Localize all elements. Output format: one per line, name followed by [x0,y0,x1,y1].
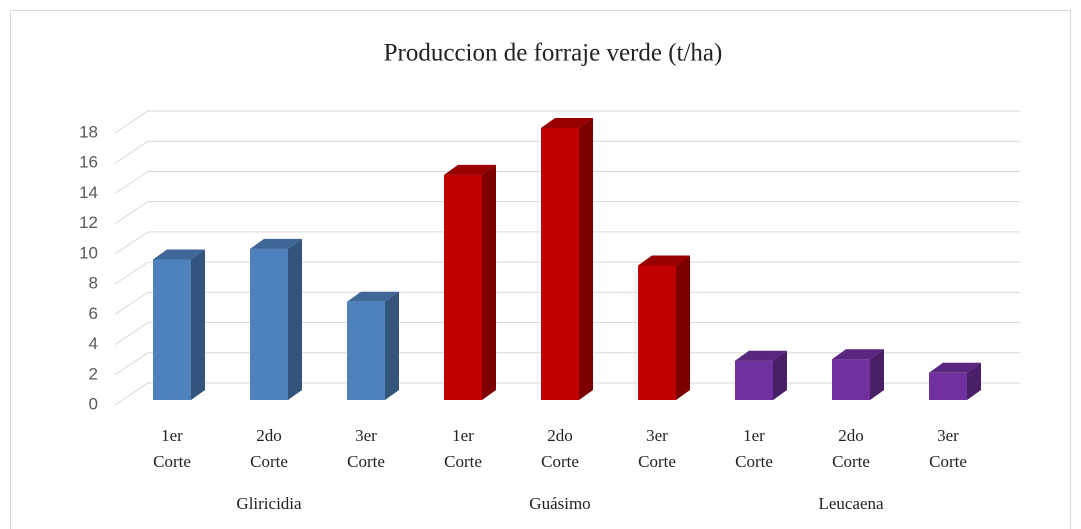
bar-top [929,362,981,373]
grid-line [114,110,1020,134]
x-tick-label: 2do Corte [250,426,288,471]
bar-top [347,291,399,302]
bar-side-shade [385,291,399,400]
grid-line [114,261,1020,285]
bar-side [967,362,981,400]
bar-top [444,164,496,175]
bar [444,174,482,400]
bar-side [385,291,399,400]
bar-top-shade [541,118,593,128]
bar [929,372,967,400]
y-tick-label: 14 [79,183,98,202]
grid-line [114,201,1020,225]
bar-side [191,249,205,400]
x-tick-label: 2do Corte [832,426,870,471]
bar [153,259,191,400]
chart-title: Produccion de forraje verde (t/ha) [384,40,723,67]
x-tick-label: 1er Corte [735,426,773,471]
bar-side-shade [773,350,787,400]
bar-top-shade [929,362,981,373]
x-tick-label: 3er Corte [638,426,676,471]
bar-side-shade [967,362,981,400]
bar-side [288,238,302,400]
bar-top [832,349,884,360]
bar-side [579,118,593,400]
y-tick-label: 8 [89,274,98,293]
bar-top [541,118,593,128]
bar-side-shade [676,255,690,400]
bar-top-shade [638,255,690,266]
y-tick-label: 6 [89,304,98,323]
grid-line [114,322,1020,345]
y-tick-label: 16 [79,153,98,172]
group-label: Guásimo [529,494,590,513]
bar [638,265,676,400]
x-tick-label: 3er Corte [929,426,967,471]
bar-side [676,255,690,400]
bar [347,301,385,400]
group-label: Leucaena [818,494,884,513]
bar-side-shade [579,118,593,400]
grid-line [114,231,1020,255]
bar [832,359,870,400]
group-label: Gliricidia [236,494,302,513]
y-tick-label: 18 [79,122,98,141]
bar-side-shade [870,349,884,400]
y-tick-label: 0 [89,394,98,413]
bar [250,248,288,400]
grid-line [114,382,1020,406]
bar [541,128,579,400]
bar-top-shade [153,249,205,260]
y-tick-label: 2 [89,364,98,383]
x-tick-label: 3er Corte [347,426,385,471]
y-tick-label: 4 [89,334,98,353]
bar-top-shade [832,349,884,360]
bar [735,360,773,400]
grid-line [114,291,1020,315]
bar-top [735,350,787,361]
y-tick-label: 12 [79,213,98,232]
bar-side-shade [288,238,302,400]
bar-side [870,349,884,400]
bar-side-shade [191,249,205,400]
grid-line [114,140,1020,164]
bar-top-shade [347,291,399,302]
bar-side [773,350,787,400]
bar-top-shade [250,238,302,249]
grid-line [114,352,1020,376]
bar-side-shade [482,164,496,400]
bar-top-shade [735,350,787,361]
grid-line [114,170,1020,194]
bar-top-shade [444,164,496,175]
x-tick-label: 2do Corte [541,426,579,471]
x-tick-label: 1er Corte [444,426,482,471]
bar-top [638,255,690,266]
bar-side [482,164,496,400]
x-tick-label: 1er Corte [153,426,191,471]
bar-top [250,238,302,249]
y-tick-label: 10 [79,243,98,262]
bar-top [153,249,205,260]
